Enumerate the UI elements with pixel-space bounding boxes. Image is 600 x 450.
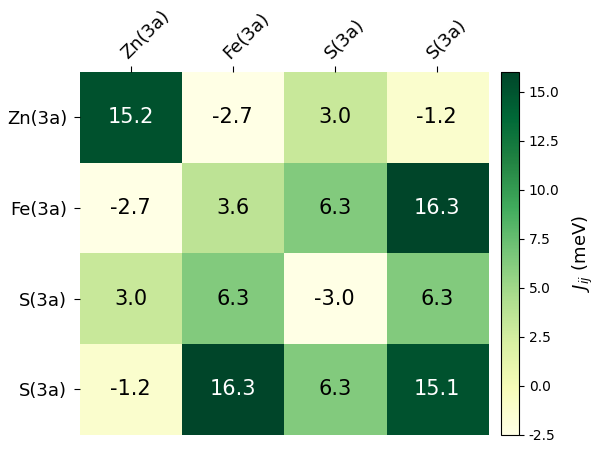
Text: 16.3: 16.3 (413, 198, 460, 218)
Text: 6.3: 6.3 (216, 288, 250, 309)
Text: 6.3: 6.3 (420, 288, 454, 309)
Text: 16.3: 16.3 (209, 379, 256, 399)
Text: 6.3: 6.3 (318, 198, 352, 218)
Text: -1.2: -1.2 (416, 107, 457, 127)
Text: 3.6: 3.6 (216, 198, 250, 218)
Y-axis label: $J_{ij}$ (meV): $J_{ij}$ (meV) (571, 215, 595, 292)
Text: -1.2: -1.2 (110, 379, 151, 399)
Text: 15.2: 15.2 (107, 107, 154, 127)
Text: 15.1: 15.1 (413, 379, 460, 399)
Text: 6.3: 6.3 (318, 379, 352, 399)
Text: 3.0: 3.0 (318, 107, 352, 127)
Text: -3.0: -3.0 (314, 288, 355, 309)
Text: 3.0: 3.0 (114, 288, 147, 309)
Text: -2.7: -2.7 (110, 198, 151, 218)
Text: -2.7: -2.7 (212, 107, 253, 127)
